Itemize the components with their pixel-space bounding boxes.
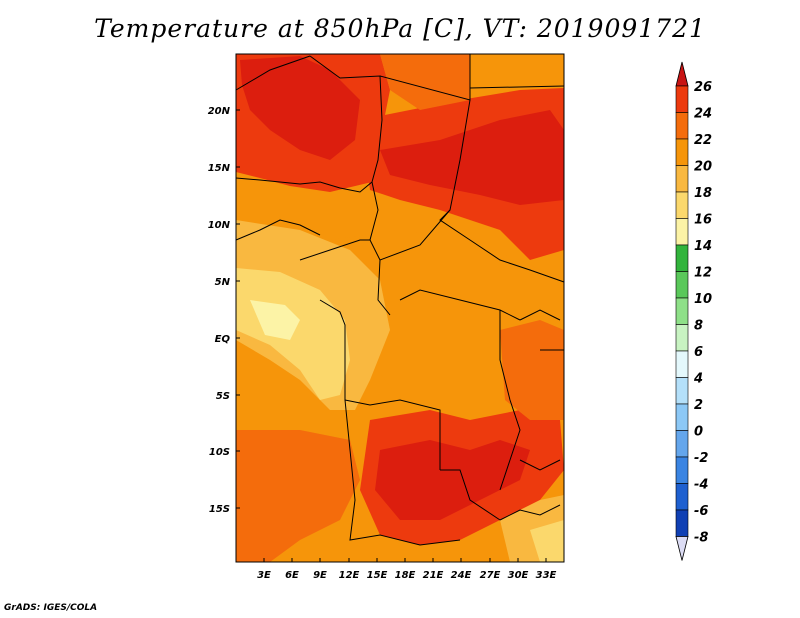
- colorbar-label: 4: [693, 372, 703, 387]
- colorbar-swatch: [675, 377, 689, 405]
- lon-label: 33E: [536, 570, 557, 581]
- lat-label: 5N: [215, 277, 231, 288]
- lon-label: 3E: [257, 570, 271, 581]
- lon-label: 24E: [451, 570, 472, 581]
- lon-label: 9E: [313, 570, 327, 581]
- colorbar-label: 24: [694, 107, 712, 122]
- lat-label: 5S: [216, 391, 230, 402]
- lon-label: 18E: [395, 570, 416, 581]
- colorbar-swatch: [675, 297, 689, 325]
- temp-zone-s-core: [375, 440, 530, 520]
- colorbar-top-arrow: [675, 61, 689, 87]
- colorbar-swatch: [675, 85, 689, 113]
- temp-zone-top: [380, 54, 470, 110]
- lon-label: 6E: [285, 570, 299, 581]
- longitude-axis: 3E 6E 9E 12E 15E 18E 21E 24E 27E 30E 33E: [257, 558, 557, 581]
- colorbar-label: 8: [694, 319, 703, 334]
- temp-zone-n-core: [380, 110, 564, 205]
- colorbar-swatch: [675, 138, 689, 166]
- colorbar-swatch: [675, 324, 689, 352]
- colorbar-label: -6: [694, 504, 708, 519]
- colorbar-swatch: [675, 112, 689, 140]
- lon-label: 15E: [367, 570, 388, 581]
- colorbar-label: 12: [694, 266, 712, 281]
- lon-label: 30E: [508, 570, 529, 581]
- lat-label: 15N: [208, 163, 231, 174]
- latitude-axis: 20N 15N 10N 5N EQ 5S 10S 15S: [208, 106, 240, 515]
- colorbar-swatch: [675, 191, 689, 219]
- temp-zone-east: [500, 320, 564, 420]
- colorbar-label: -4: [694, 478, 708, 493]
- colorbar-label: 2: [694, 398, 703, 413]
- chart-title: Temperature at 850hPa [C], VT: 201909172…: [94, 14, 706, 43]
- colorbar-swatch: [675, 483, 689, 511]
- map-panel: [235, 53, 565, 563]
- country-borders: [235, 54, 565, 546]
- colorbar-label: 20: [694, 160, 712, 175]
- map-frame: [235, 53, 565, 563]
- colorbar-swatch: [675, 218, 689, 246]
- colorbar-swatch: [675, 165, 689, 193]
- lat-label: 20N: [208, 106, 231, 117]
- lat-label: 15S: [209, 504, 230, 515]
- colorbar-swatch: [675, 244, 689, 272]
- colorbar-bottom-arrow: [675, 536, 689, 561]
- colorbar-label: 18: [694, 186, 712, 201]
- colorbar-label: 10: [694, 292, 712, 307]
- colorbar-label: 26: [694, 80, 712, 95]
- footer-credit: GrADS: IGES/COLA: [4, 603, 98, 613]
- colorbar-swatch: [675, 271, 689, 299]
- colorbar-swatch: [675, 350, 689, 378]
- lon-label: 27E: [480, 570, 501, 581]
- lat-label: EQ: [215, 334, 231, 345]
- colorbar-label: 22: [694, 133, 712, 148]
- colorbar-label: 16: [694, 213, 712, 228]
- colorbar-swatch: [675, 403, 689, 431]
- temp-zone-nw-core: [240, 56, 360, 160]
- lat-label: 10N: [208, 220, 231, 231]
- temp-zone-se-cool: [530, 520, 564, 562]
- colorbar-label: -8: [694, 531, 708, 546]
- colorbar-label: 6: [694, 345, 703, 360]
- colorbar-swatch: [675, 509, 689, 537]
- lat-label: 10S: [209, 447, 230, 458]
- temp-zone-gulf: [250, 300, 300, 340]
- colorbar-swatch: [675, 430, 689, 458]
- colorbar-label: 0: [694, 425, 703, 440]
- lon-label: 12E: [339, 570, 360, 581]
- lon-label: 21E: [423, 570, 444, 581]
- colorbar-swatch: [675, 456, 689, 484]
- temp-zone-sw: [236, 430, 360, 562]
- colorbar-label: -2: [694, 451, 708, 466]
- colorbar-label: 14: [694, 239, 712, 254]
